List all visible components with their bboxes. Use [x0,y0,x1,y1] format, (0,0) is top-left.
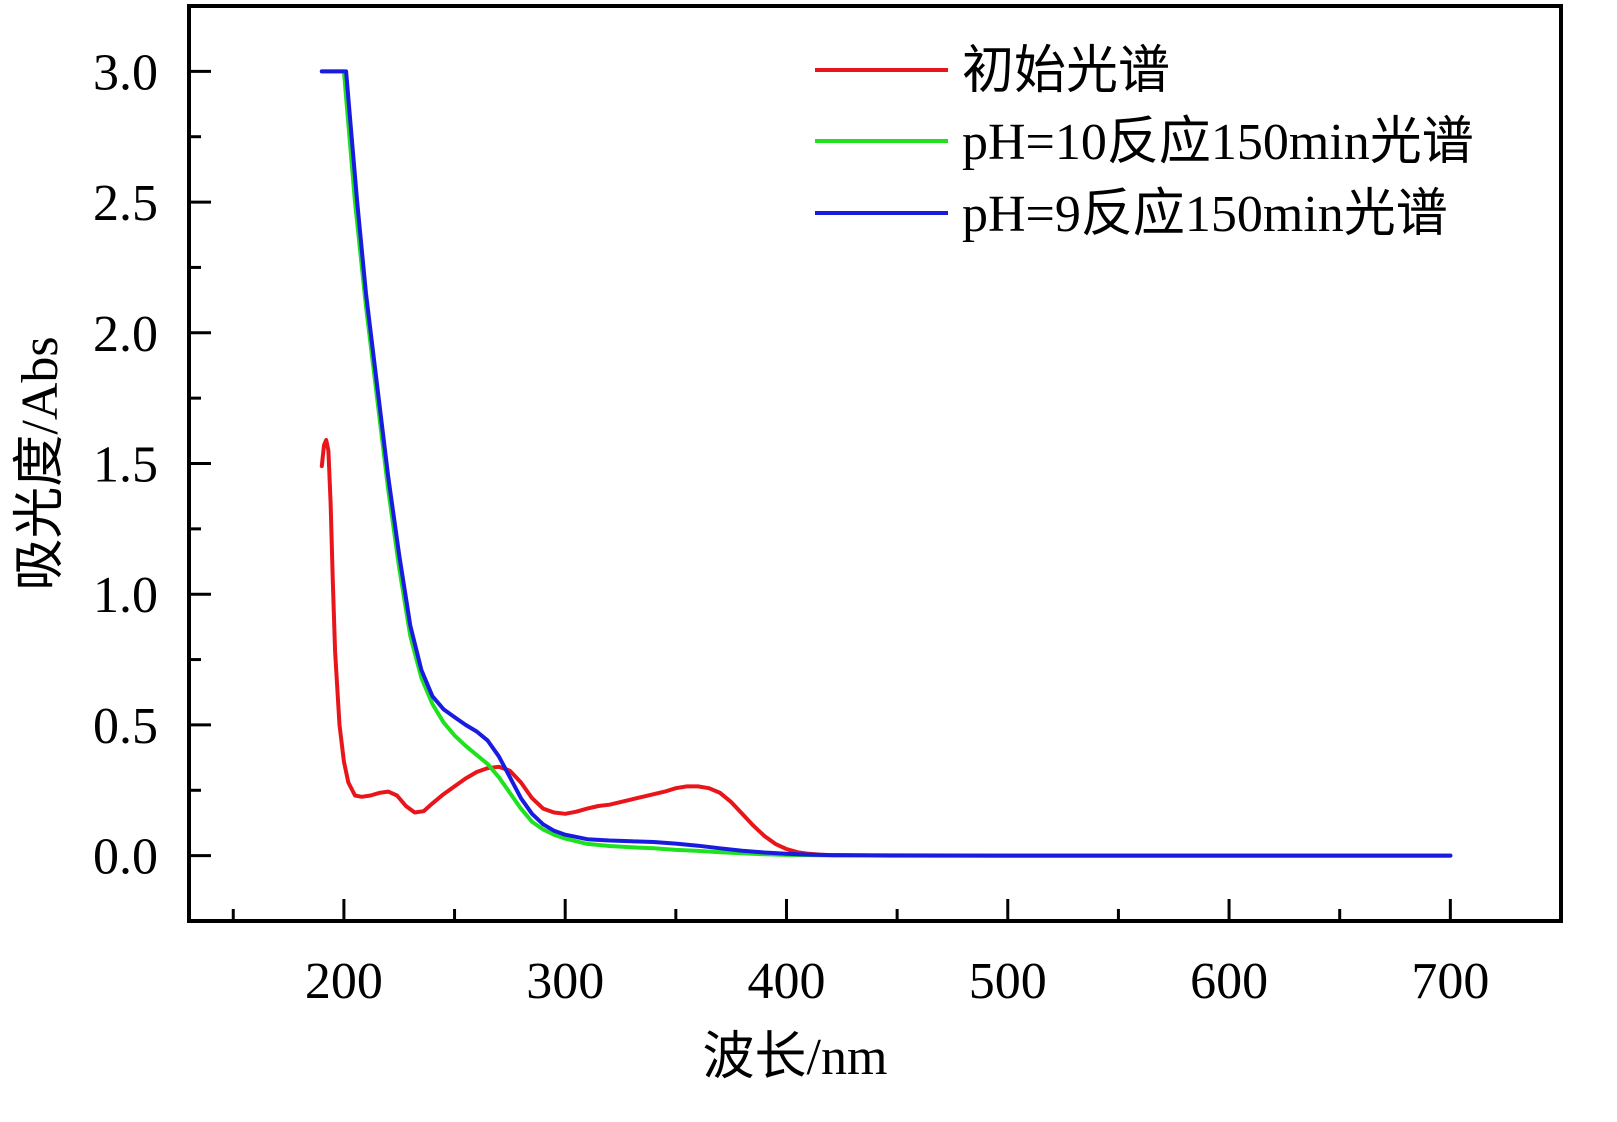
x-tick-label: 600 [1190,953,1268,1010]
y-tick-label: 2.5 [93,175,158,232]
x-tick-label: 200 [305,953,383,1010]
legend-label-1: 初始光谱 [962,43,1170,100]
x-axis-title: 波长/nm [703,1029,888,1086]
legend-label-2: pH=10反应150min光谱 [962,114,1474,171]
y-axis: 0.0 0.5 1.0 1.5 2.0 2.5 3.0 [93,44,211,923]
x-tick-label: 700 [1411,953,1489,1010]
x-tick-label: 500 [969,953,1047,1010]
series-layer [319,69,1453,858]
y-axis-title: 吸光度/Abs [12,336,69,590]
legend: 初始光谱 pH=10反应150min光谱 pH=9反应150min光谱 [815,43,1474,243]
y-tick-label: 0.0 [93,829,158,886]
y-tick-label: 0.5 [93,698,158,755]
series-line-1 [319,438,1453,858]
x-tick-label: 400 [747,953,825,1010]
y-tick-label: 1.0 [93,567,158,624]
y-tick-label: 2.0 [93,306,158,363]
series-line-3 [319,69,1453,858]
y-tick-label: 1.5 [93,437,158,494]
legend-label-3: pH=9反应150min光谱 [962,186,1448,243]
y-tick-label: 3.0 [93,44,158,101]
x-tick-label: 300 [526,953,604,1010]
x-axis: 200 300 400 500 600 700 [231,899,1489,1010]
